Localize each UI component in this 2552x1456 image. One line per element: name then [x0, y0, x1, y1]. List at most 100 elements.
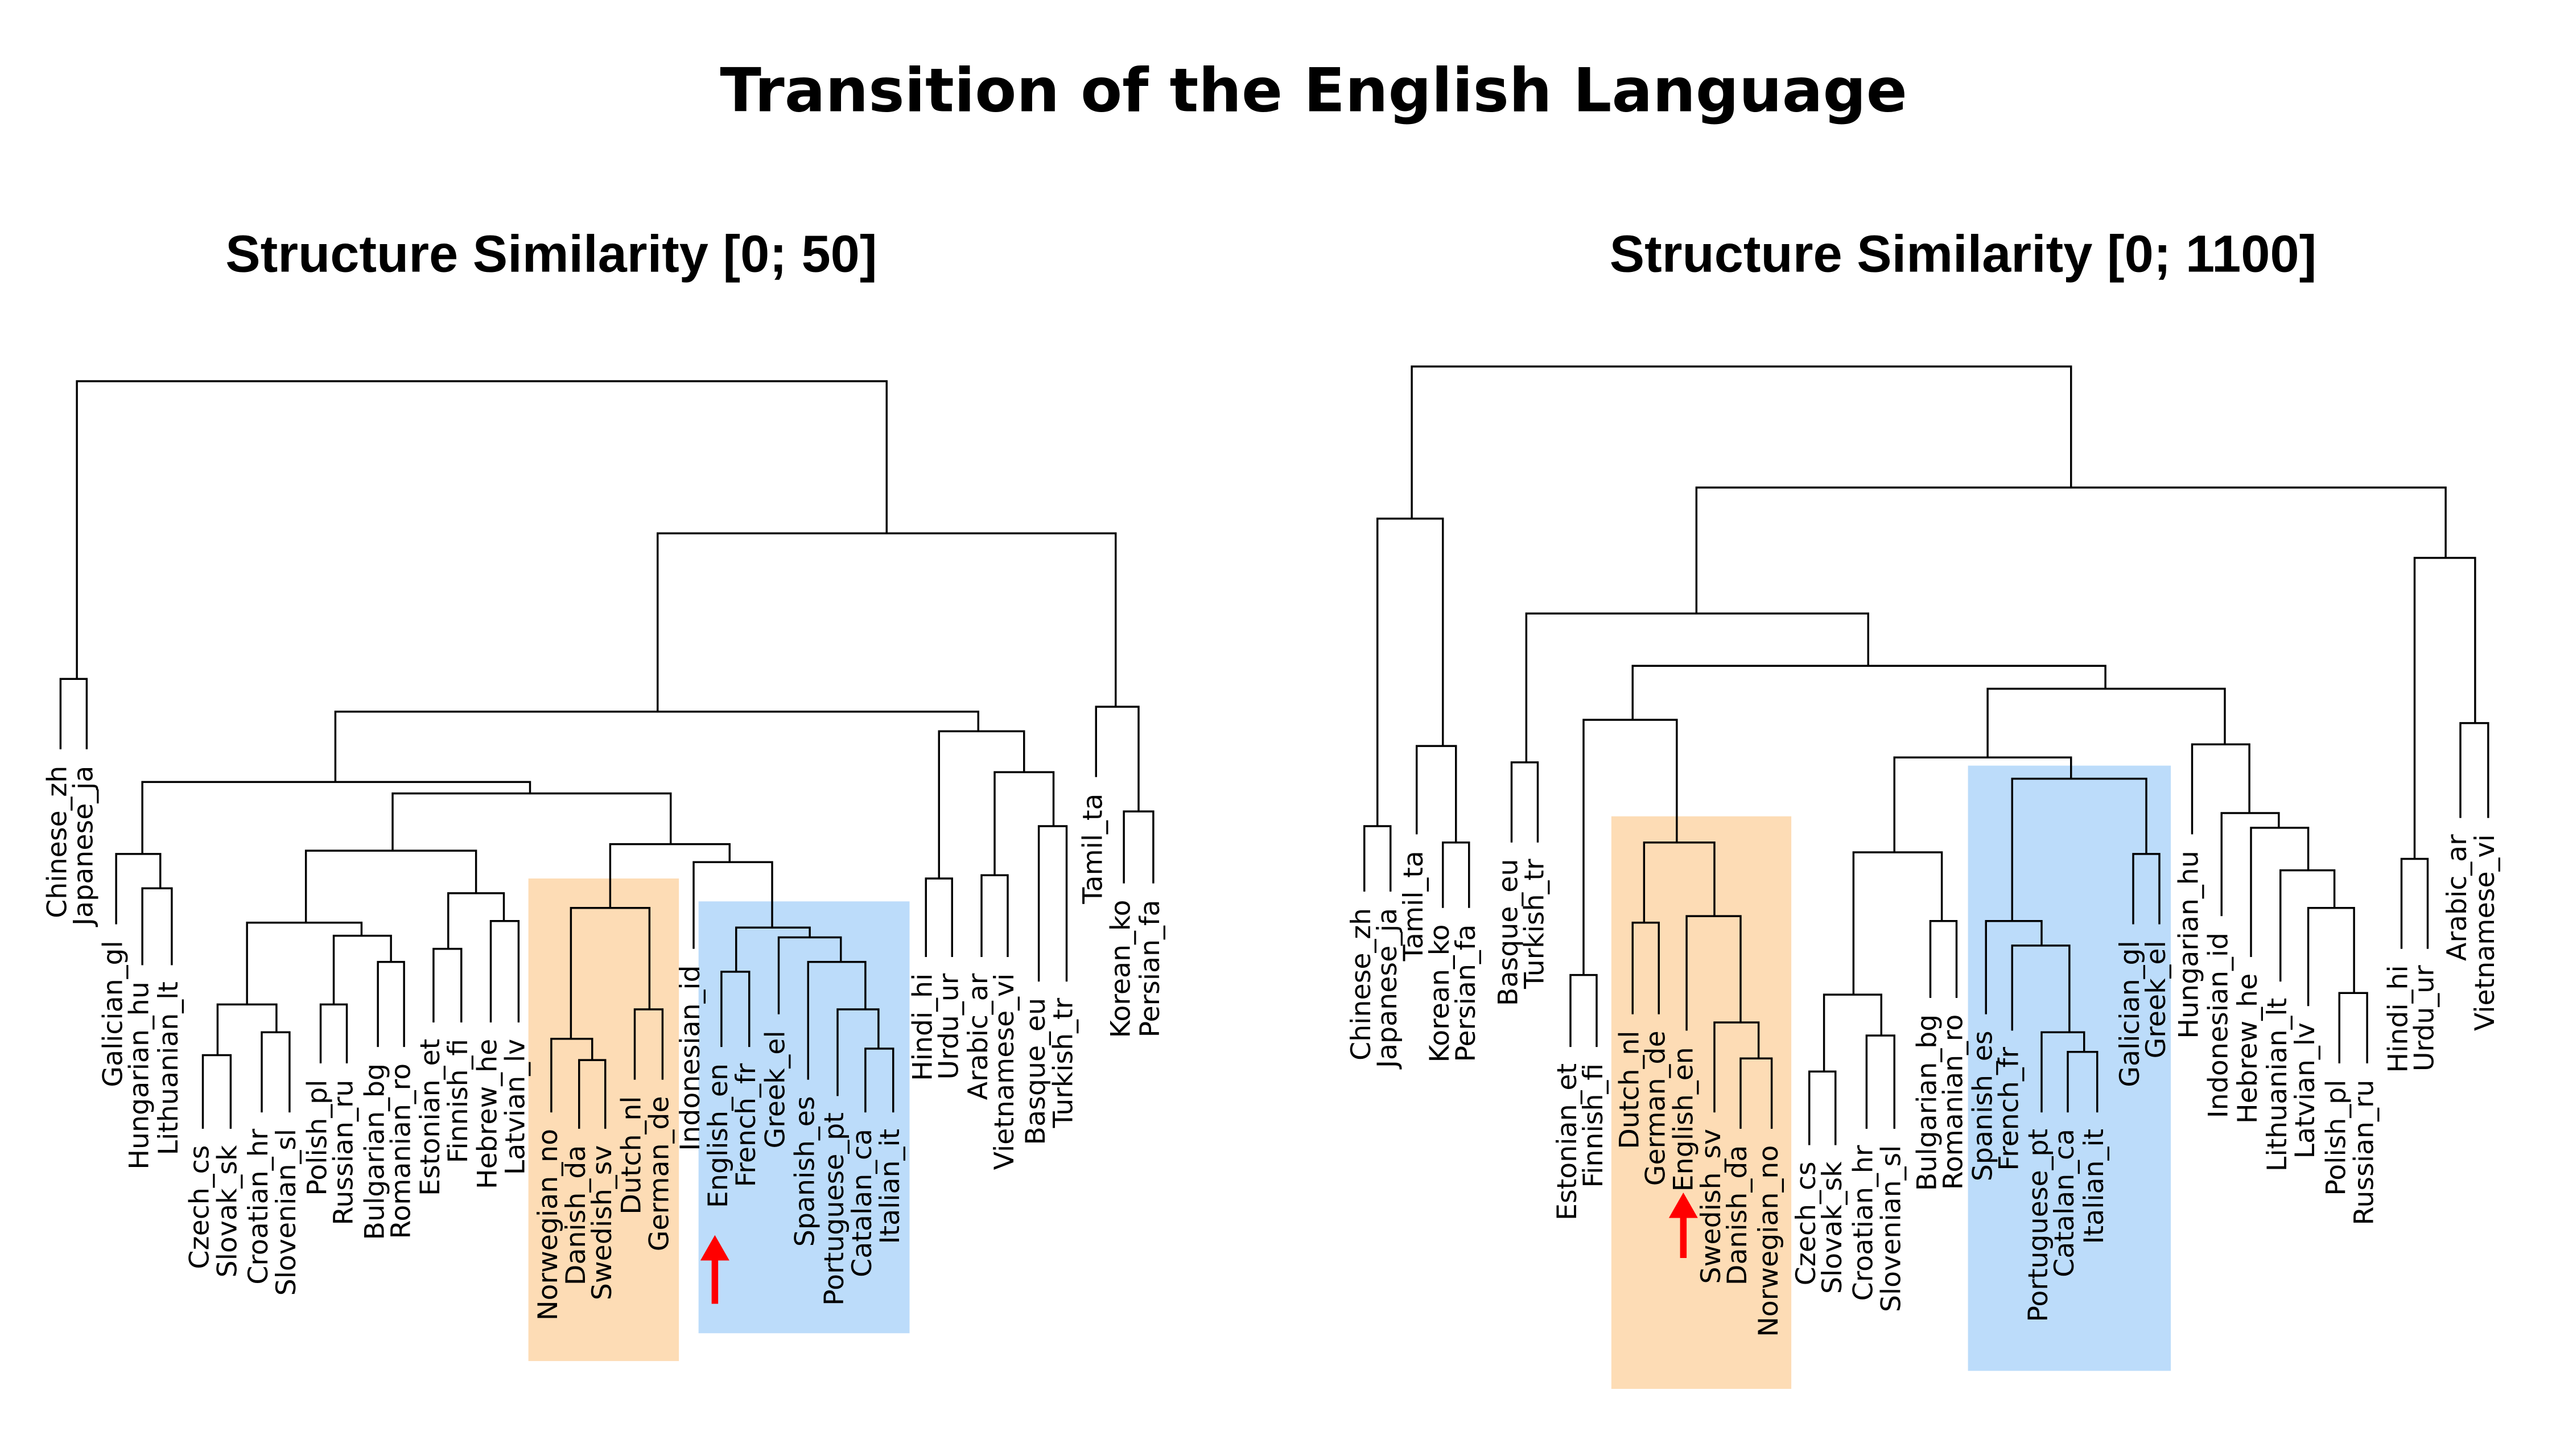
branch [1442, 842, 1470, 908]
branch [1416, 745, 1457, 843]
branch [141, 781, 531, 854]
leaf-label: Slovak_sk [212, 1145, 244, 1277]
leaf-label: Indonesian_id [2203, 933, 2234, 1118]
branch [2011, 777, 2147, 921]
branch [1823, 993, 1882, 1072]
arrow-head [700, 1235, 729, 1261]
leaf-label: Bulgarian_bg [1912, 1014, 1943, 1191]
branch [1985, 920, 2043, 1014]
leaf-label: Spanish_es [789, 1096, 821, 1247]
leaf-label: Hebrew_he [472, 1039, 504, 1189]
leaf-label: Korean_ko [1105, 900, 1136, 1038]
branch [2338, 992, 2368, 1063]
leaf-label: French_fr [731, 1063, 762, 1187]
branch [2459, 722, 2489, 818]
branch [720, 971, 751, 1047]
leaf-label: Croatian_hr [1848, 1145, 1879, 1301]
leaf-label: Russian_ru [328, 1080, 360, 1226]
leaf-label: Italian_it [875, 1129, 906, 1244]
branch [550, 1038, 593, 1113]
branch [1123, 810, 1155, 884]
leaf-label: Hungarian_hu [2174, 851, 2205, 1039]
leaf-label: Romanian_ro [1938, 1014, 1969, 1190]
branch [261, 1031, 291, 1113]
branch [2067, 1051, 2099, 1113]
leaf-label: Finnish_fi [1578, 1063, 1609, 1188]
leaf-label: German_de [1640, 1030, 1671, 1186]
highlight-box [698, 901, 910, 1334]
leaf-label: Croatian_hr [243, 1128, 274, 1284]
branch [1569, 974, 1598, 1047]
dendrogram [1363, 365, 2489, 1145]
leaf-label: Dutch_nl [1614, 1030, 1645, 1149]
leaf-label: Hindi_hi [907, 974, 938, 1081]
branch [319, 1003, 348, 1063]
leaf-label: Vietnamese_vi [989, 974, 1020, 1170]
branch [2413, 556, 2476, 859]
leaf-label: Polish_pl [302, 1080, 333, 1196]
leaf-label: Italian_it [2079, 1129, 2110, 1244]
branch [2220, 812, 2280, 917]
leaf-label: Estonian_et [1552, 1063, 1583, 1220]
branch [1893, 756, 2072, 852]
leaf-label: Vietnamese_vi [2469, 834, 2501, 1031]
leaf-label: Indonesian_id [675, 965, 706, 1150]
highlight-box [1611, 816, 1792, 1389]
leaf-label: Finnish_fi [443, 1039, 474, 1164]
branch [1739, 1057, 1773, 1129]
main-title: Transition of the English Language [720, 56, 1907, 126]
leaf-label: Hebrew_he [2232, 974, 2264, 1124]
panel-title: Structure Similarity [0; 50] [225, 225, 877, 283]
arrow-head [1668, 1192, 1698, 1218]
branch [1411, 365, 2072, 519]
leaf-label: Norwegian_no [533, 1129, 564, 1321]
branch [692, 861, 773, 949]
leaf-label: Basque_eu [1020, 998, 1052, 1145]
leaf-label: Danish_da [1722, 1145, 1753, 1285]
leaf-label: Slovenian_sl [271, 1129, 302, 1296]
leaf-label: Arabic_ar [963, 973, 994, 1100]
branch [2400, 857, 2429, 949]
branch [1582, 719, 1678, 975]
leaf-label: Korean_ko [1424, 925, 1456, 1063]
branch [1986, 687, 2226, 758]
highlights [528, 765, 2171, 1389]
highlight-box [1968, 765, 2171, 1371]
branch [578, 1059, 607, 1129]
leaf-label: Lithuanian_lt [2262, 998, 2293, 1172]
branch [1695, 486, 2447, 614]
leaf-label: Japanese_ja [68, 766, 100, 927]
branch [570, 907, 651, 1039]
leaf-label: Turkish_tr [1048, 997, 1079, 1128]
leaf-label: Basque_eu [1493, 859, 1524, 1007]
dendrogram [59, 380, 1155, 1129]
branch [1713, 1021, 1760, 1113]
leaf-label: German_de [644, 1096, 675, 1251]
leaf-label: Tamil_ta [1398, 851, 1429, 962]
leaf-label: Chinese_zh [1346, 908, 1377, 1061]
leaf-label: Spanish_es [1967, 1030, 1998, 1181]
branch [115, 853, 162, 925]
branch [980, 874, 1009, 957]
leaf-label: Greek_el [2141, 941, 2172, 1058]
branch [1631, 921, 1660, 1014]
branch [925, 877, 953, 957]
leaf-label: Urdu_ur [933, 973, 964, 1079]
leaf-label: Danish_da [560, 1145, 592, 1285]
leaf-label: Portuguese_pt [819, 1112, 850, 1306]
leaf-label: Urdu_ur [2409, 965, 2440, 1071]
branch [735, 926, 811, 972]
leaf-label: Latvian_lv [2290, 1022, 2321, 1158]
branch [1808, 1070, 1837, 1145]
branch [447, 892, 505, 949]
leaf-label: Lithuanian_lt [153, 981, 184, 1155]
branch [246, 921, 363, 1005]
branch [377, 960, 405, 1047]
leaf-labels: Chinese_zhJapanese_jaGalician_glHungaria… [42, 766, 2501, 1337]
leaf-label: French_fr [1993, 1047, 2025, 1171]
branch [1685, 915, 1742, 1031]
branch [332, 934, 392, 1005]
leaf-label: Catalan_ca [847, 1129, 878, 1277]
